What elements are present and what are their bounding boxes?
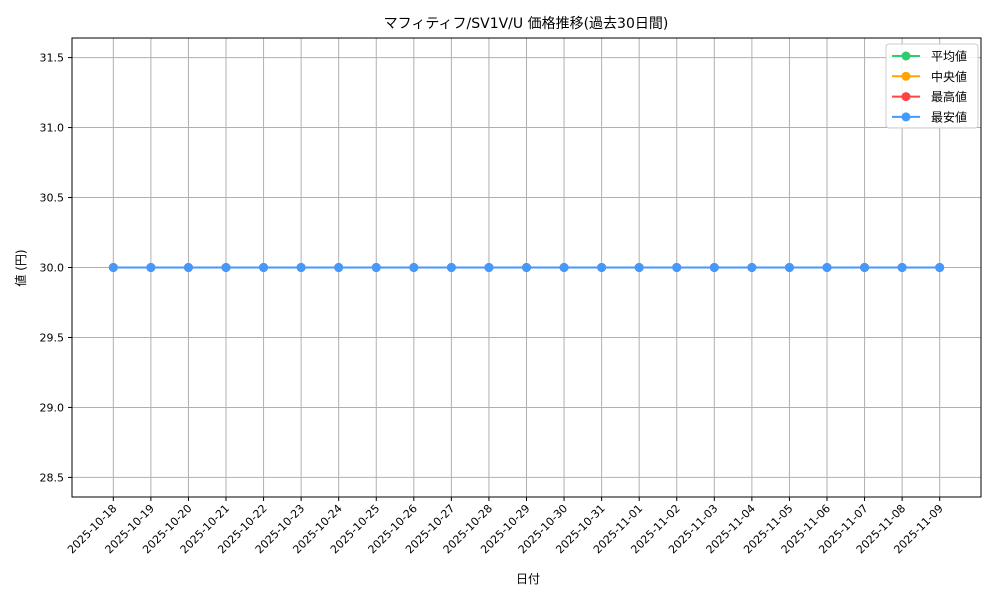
data-point — [146, 263, 156, 272]
y-tick-label: 28.5 — [40, 471, 65, 484]
legend-box — [885, 43, 979, 129]
series-3 — [108, 263, 945, 272]
legend-label: 最高値 — [931, 89, 967, 104]
legend-marker — [901, 71, 911, 81]
legend-label: 中央値 — [931, 69, 967, 84]
data-point — [935, 263, 945, 272]
data-point — [259, 263, 269, 272]
x-axis-label: 日付 — [516, 572, 540, 586]
y-axis-label: 値 (円) — [13, 249, 28, 286]
data-point — [709, 263, 719, 272]
legend-marker — [901, 112, 911, 122]
legend-label: 平均値 — [931, 49, 967, 64]
chart-title: マフィティフ/SV1V/U 価格推移(過去30日間) — [384, 16, 669, 32]
data-point — [597, 263, 607, 272]
legend-marker — [901, 51, 911, 61]
y-tick-label: 31.0 — [40, 122, 65, 135]
data-point — [108, 263, 118, 272]
y-tick-label: 29.5 — [40, 331, 65, 344]
data-point — [860, 263, 870, 272]
y-tick-label: 30.5 — [40, 192, 65, 205]
y-tick-label: 31.5 — [40, 52, 65, 65]
y-tick-label: 30.0 — [40, 262, 65, 275]
data-point — [183, 263, 193, 272]
data-point — [409, 263, 419, 272]
data-point — [672, 263, 682, 272]
legend-marker — [901, 92, 911, 102]
data-point — [334, 263, 344, 272]
data-point — [822, 263, 832, 272]
data-point — [221, 263, 231, 272]
data-point — [296, 263, 306, 272]
data-point — [371, 263, 381, 272]
data-point — [446, 263, 456, 272]
data-point — [484, 263, 494, 272]
data-point — [634, 263, 644, 272]
y-tick-label: 29.0 — [40, 401, 65, 414]
legend-label: 最安値 — [931, 109, 967, 124]
data-point — [784, 263, 794, 272]
data-point — [522, 263, 531, 272]
data-point — [559, 263, 569, 272]
data-point — [747, 263, 757, 272]
data-point — [897, 263, 907, 272]
